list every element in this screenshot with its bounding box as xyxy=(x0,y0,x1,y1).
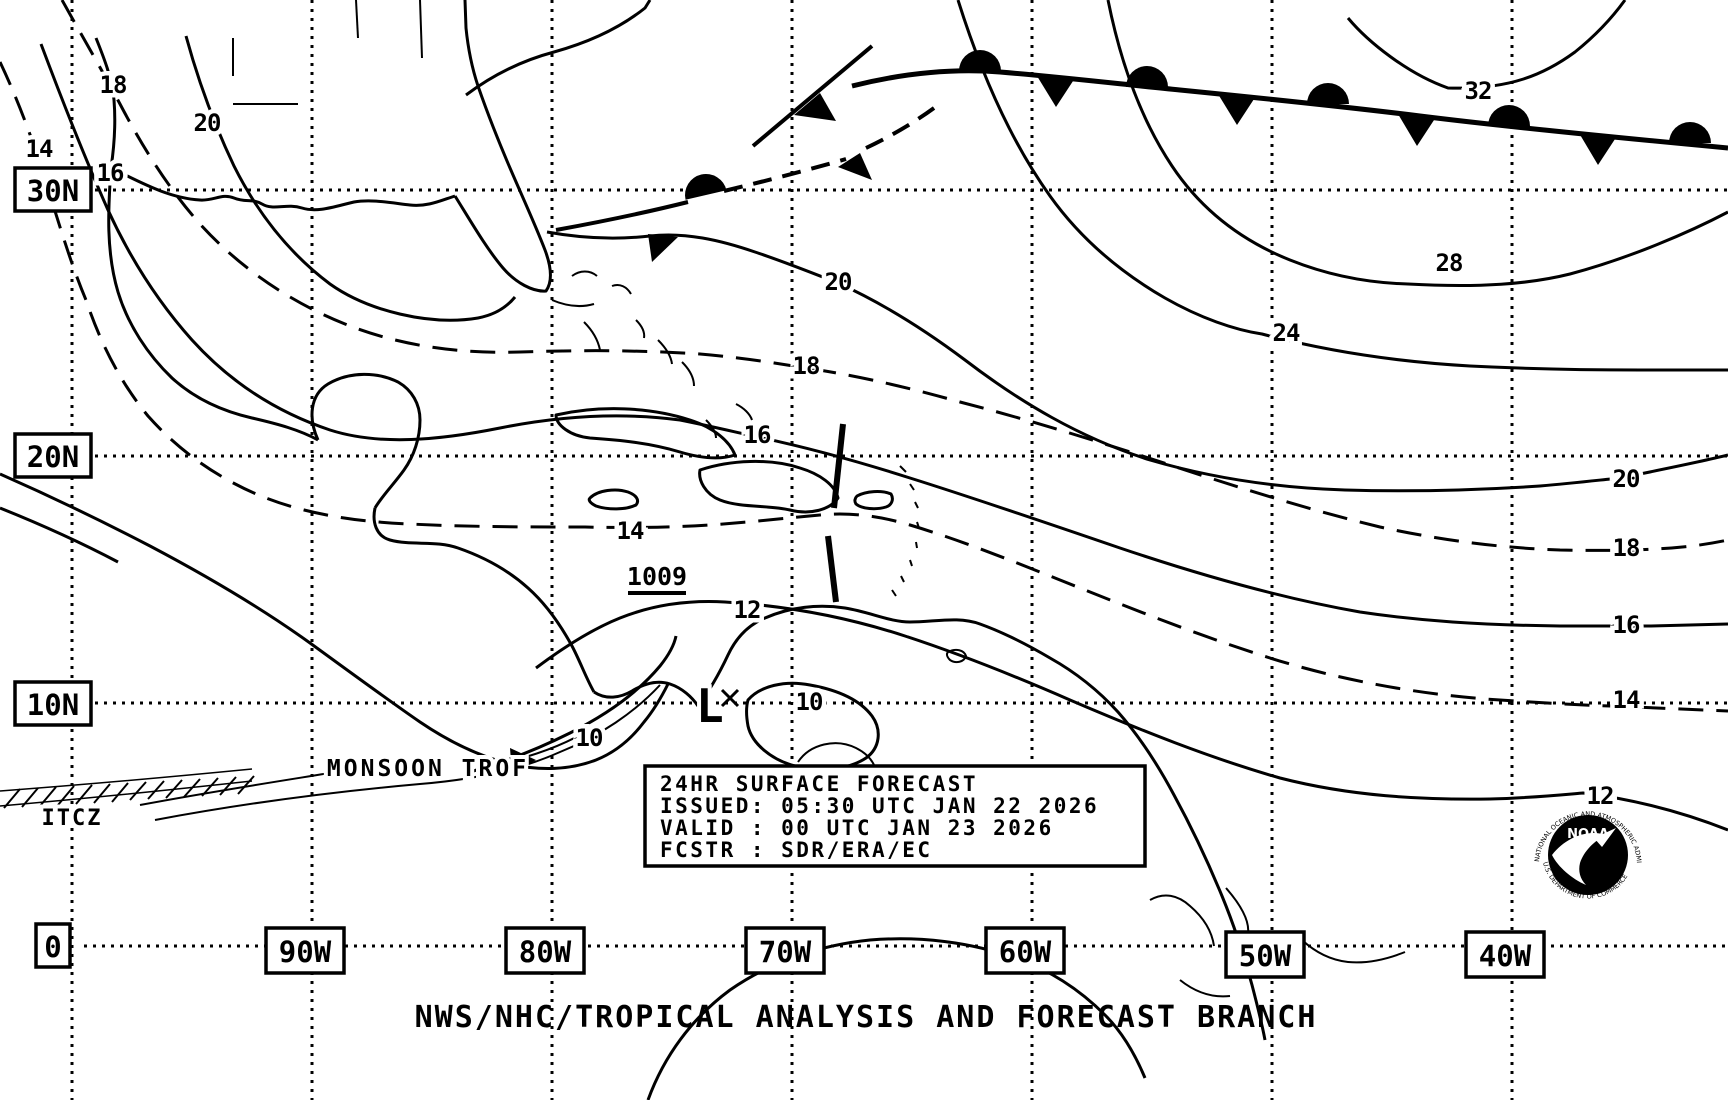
lon-label-80w: 80W xyxy=(519,935,572,969)
lat-label-20n: 20N xyxy=(27,440,79,474)
info-box-valid: VALID : 00 UTC JAN 23 2026 xyxy=(660,816,1054,840)
longitude-label-text: 90W 80W 70W 60W 50W 40W xyxy=(279,935,1532,973)
lon-label-50w: 50W xyxy=(1239,939,1292,973)
noaa-seagull-wing-icon xyxy=(1594,828,1616,847)
coastlines xyxy=(0,0,1406,1100)
monsoon-trof-label: MONSOON TROF xyxy=(327,756,529,782)
low-pressure-value: 1009 xyxy=(627,562,687,591)
noaa-logo: NOAA NATIONAL OCEANIC AND ATMOSPHERIC AD… xyxy=(1533,810,1643,901)
isobars xyxy=(0,0,1728,832)
low-position-marker xyxy=(720,688,740,708)
isobar-label: 18 xyxy=(1613,534,1640,562)
cold-front-triangle xyxy=(648,234,678,262)
latitude-labels xyxy=(13,166,93,969)
itcz-label: ITCZ xyxy=(42,806,103,831)
isobar-label: 14 xyxy=(617,517,644,545)
isobar-label: 12 xyxy=(734,596,761,624)
warm-front-symbol xyxy=(685,174,727,200)
fronts xyxy=(0,44,1728,821)
isobar-label: 20 xyxy=(825,268,852,296)
isobar-label: 32 xyxy=(1465,77,1492,105)
lon-label-70w: 70W xyxy=(759,935,812,969)
low-symbol: L xyxy=(696,679,724,733)
isobar-label: 18 xyxy=(100,71,127,99)
longitude-labels xyxy=(264,926,1546,979)
isobar-label: 10 xyxy=(576,724,603,752)
isobar-label: 24 xyxy=(1273,319,1300,347)
warm-front-symbols xyxy=(959,50,1711,143)
noaa-wordmark: NOAA xyxy=(1567,827,1609,842)
isobar-label: 12 xyxy=(1587,782,1614,810)
lat-label-10n: 10N xyxy=(27,688,79,722)
cold-front-symbols xyxy=(1037,76,1617,165)
lat-label-0: 0 xyxy=(44,930,61,964)
latitude-label-text: 30N 20N 10N 0 xyxy=(27,174,79,964)
latitude-longitude-grid xyxy=(70,0,1728,1100)
isobar-label: 14 xyxy=(26,135,53,163)
isobar-label: 16 xyxy=(97,159,124,187)
lon-label-60w: 60W xyxy=(999,935,1052,969)
lon-label-40w: 40W xyxy=(1479,939,1532,973)
monsoon-trough-arrow xyxy=(510,748,536,774)
lat-label-30n: 30N xyxy=(27,174,79,208)
itcz-hatching xyxy=(0,768,255,809)
info-box-issued: ISSUED: 05:30 UTC JAN 22 2026 xyxy=(660,794,1099,818)
noaa-seagull-icon xyxy=(1552,833,1606,885)
annotations: 1009 L MONSOON TROF ITCZ xyxy=(38,558,740,835)
isobar-label: 16 xyxy=(1613,611,1640,639)
info-box-forecaster: FCSTR : SDR/ERA/EC xyxy=(660,838,933,862)
isobar-labels: 18 20 14 16 32 28 24 20 18 16 14 12 10 1… xyxy=(21,67,1645,815)
isobar-label: 10 xyxy=(796,688,823,716)
trough-line xyxy=(831,423,846,509)
isobar-label: 20 xyxy=(194,109,221,137)
lon-label-90w: 90W xyxy=(279,935,332,969)
info-box-title: 24HR SURFACE FORECAST xyxy=(660,772,978,796)
monsoon-trough-line xyxy=(154,684,661,821)
isobar-label: 16 xyxy=(744,421,771,449)
isobar-label: 20 xyxy=(1613,465,1640,493)
forecast-info-box: 24HR SURFACE FORECAST ISSUED: 05:30 UTC … xyxy=(643,764,1147,868)
cold-front-triangle xyxy=(794,93,836,121)
trough-line xyxy=(825,535,839,603)
page-title: NWS/NHC/TROPICAL ANALYSIS AND FORECAST B… xyxy=(415,1000,1318,1035)
isobar-label: 18 xyxy=(793,352,820,380)
isobar-label: 14 xyxy=(1613,686,1640,714)
cold-front-triangle xyxy=(838,153,872,180)
monsoon-trough-line xyxy=(139,770,343,806)
isobar-label: 28 xyxy=(1436,249,1463,277)
